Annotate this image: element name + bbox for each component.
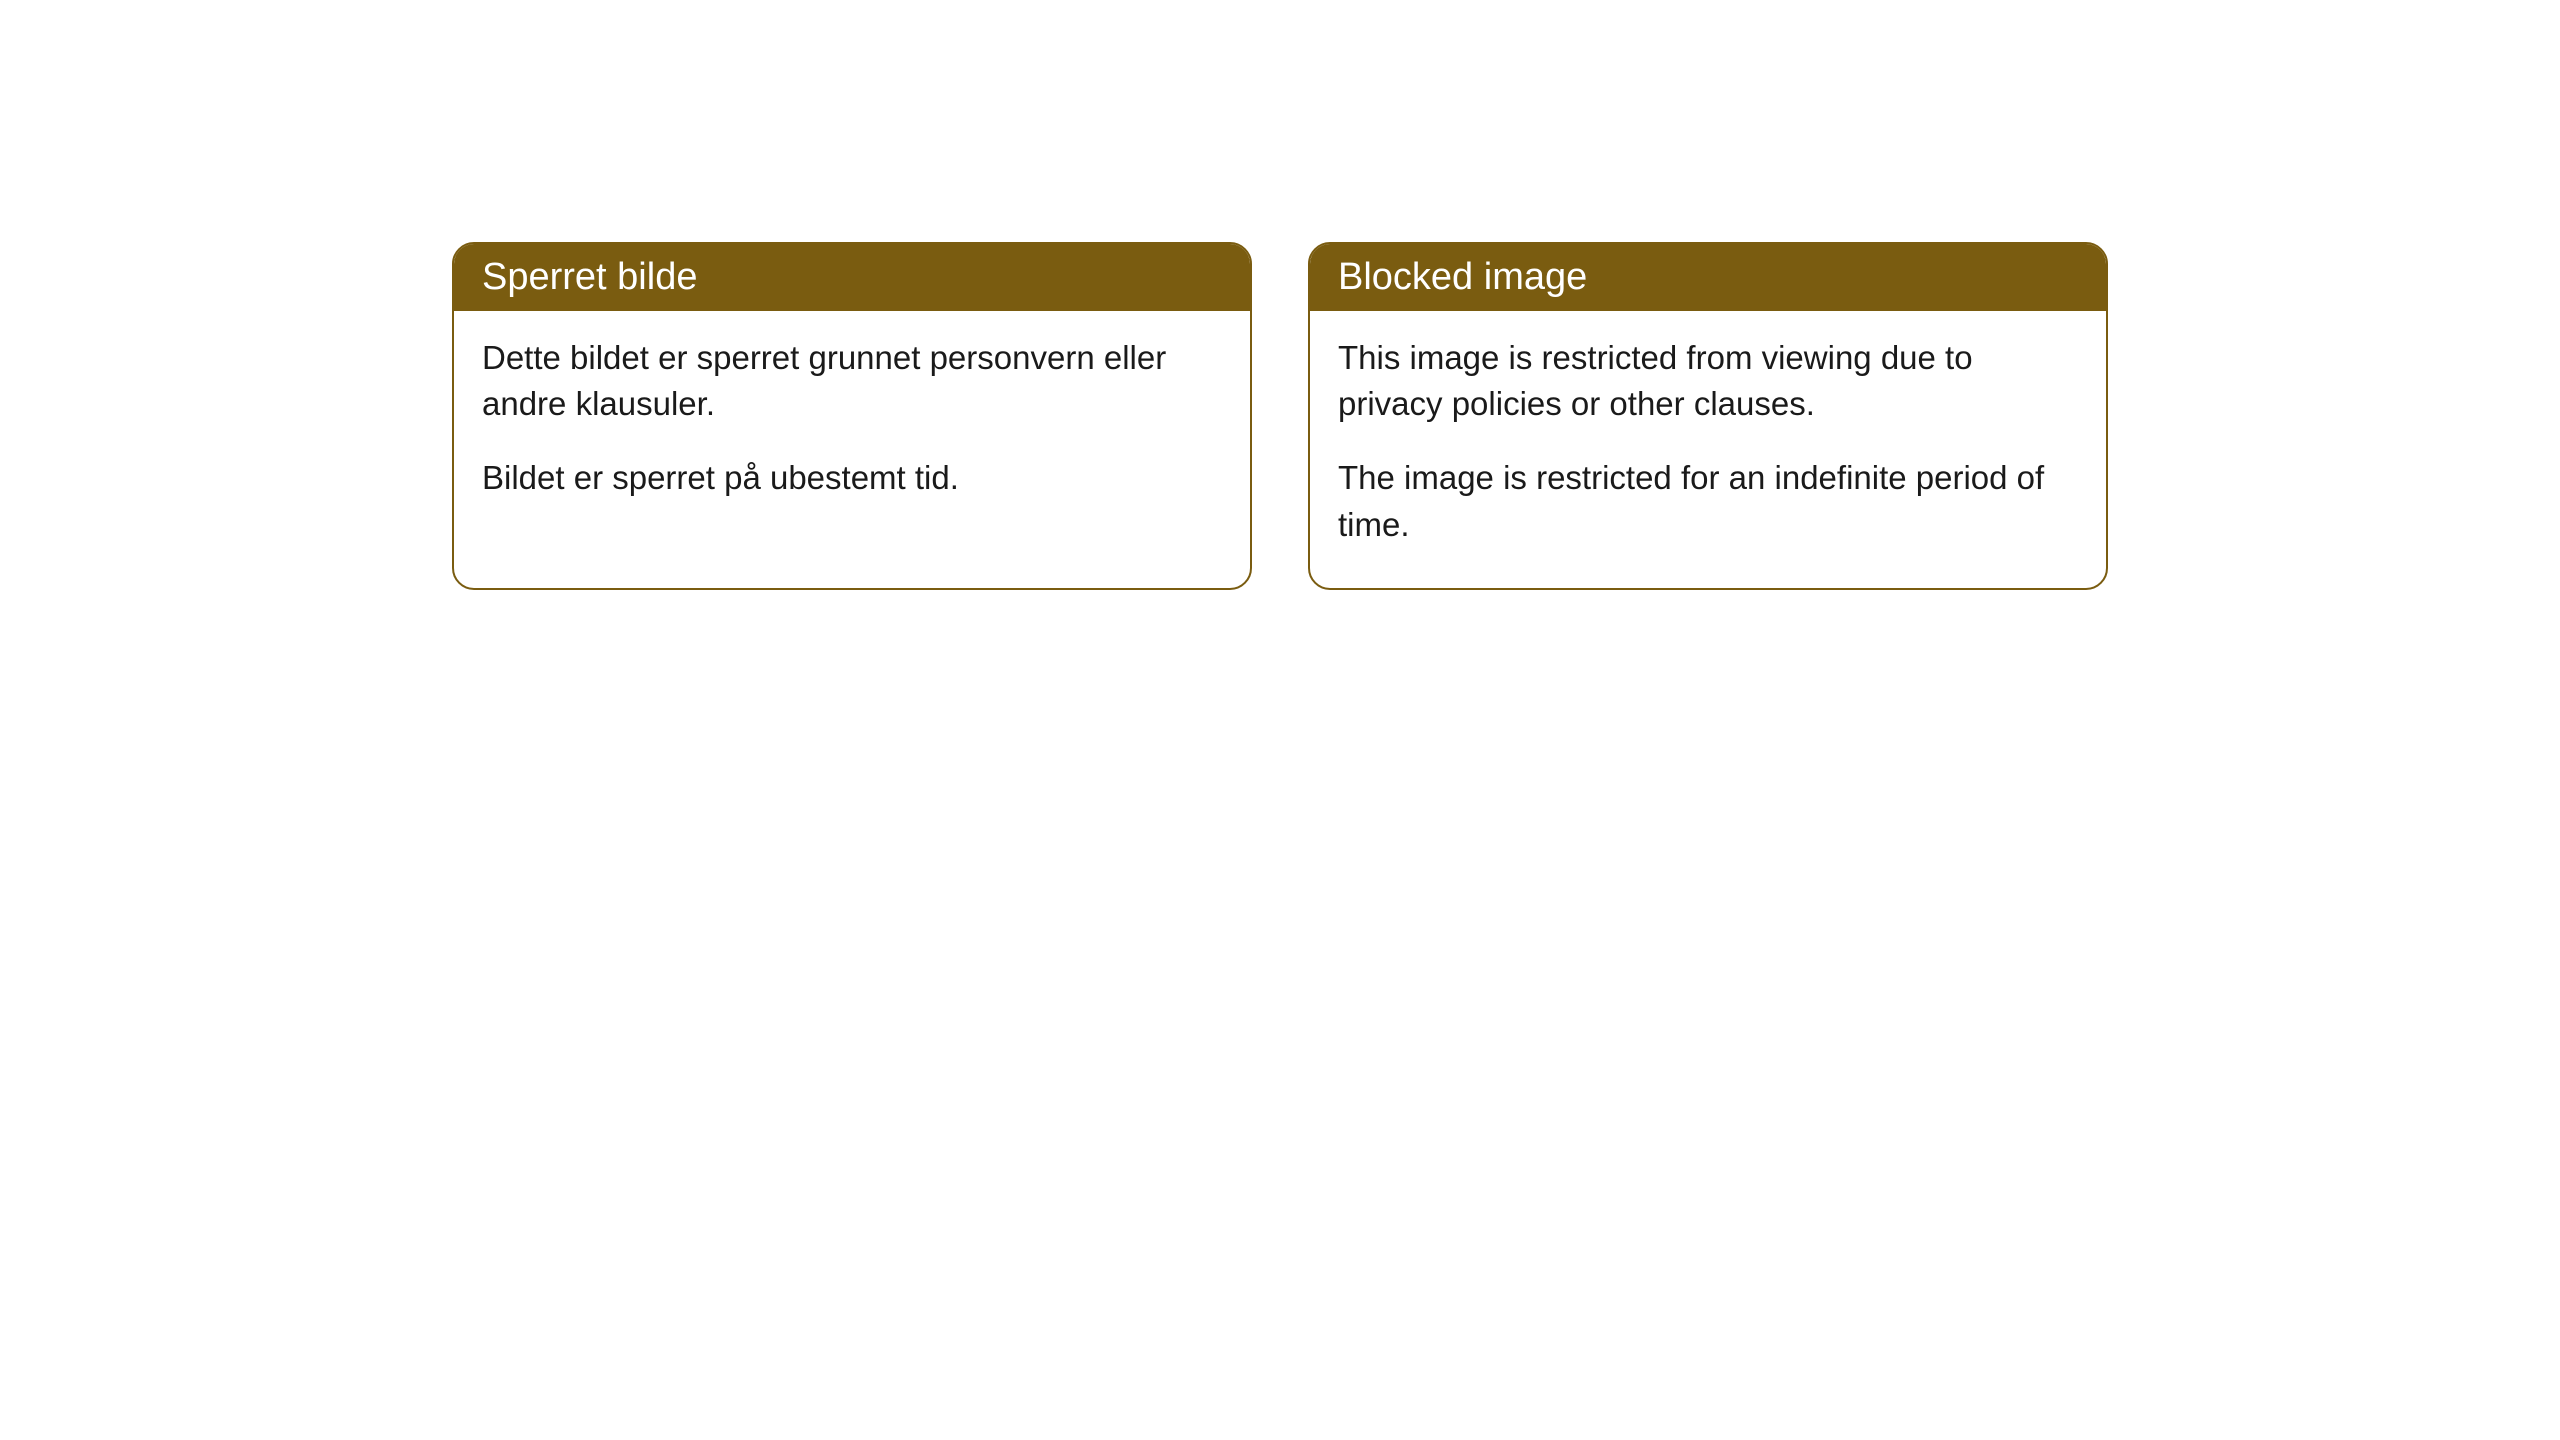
card-norwegian: Sperret bilde Dette bildet er sperret gr… bbox=[452, 242, 1252, 590]
card-paragraph: The image is restricted for an indefinit… bbox=[1338, 455, 2078, 547]
card-paragraph: Bildet er sperret på ubestemt tid. bbox=[482, 455, 1222, 501]
card-body-english: This image is restricted from viewing du… bbox=[1310, 311, 2106, 588]
card-paragraph: Dette bildet er sperret grunnet personve… bbox=[482, 335, 1222, 427]
cards-container: Sperret bilde Dette bildet er sperret gr… bbox=[452, 242, 2108, 590]
card-body-norwegian: Dette bildet er sperret grunnet personve… bbox=[454, 311, 1250, 561]
card-header-norwegian: Sperret bilde bbox=[454, 244, 1250, 311]
card-header-english: Blocked image bbox=[1310, 244, 2106, 311]
card-paragraph: This image is restricted from viewing du… bbox=[1338, 335, 2078, 427]
card-english: Blocked image This image is restricted f… bbox=[1308, 242, 2108, 590]
